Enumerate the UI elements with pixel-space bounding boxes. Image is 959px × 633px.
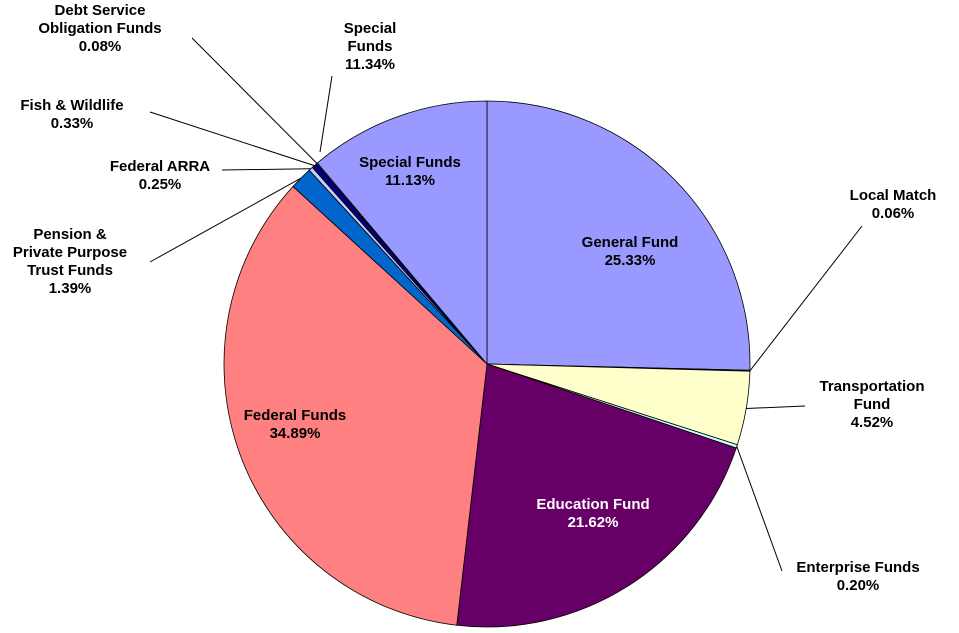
pie-slice (456, 363, 737, 628)
label-value: 0.06% (872, 205, 915, 222)
label-name: Local Match (850, 187, 937, 204)
slice-label: Federal ARRA 0.25% (110, 158, 210, 193)
label-name: Federal Funds (244, 407, 347, 424)
label-name: Debt Service Obligation Funds (38, 2, 161, 37)
leader-line (149, 111, 315, 167)
label-line: Fund (854, 396, 891, 413)
label-name: Education Fund (536, 496, 649, 513)
label-name: Special Funds 11.34% (344, 20, 397, 73)
label-line: Education Fund (536, 496, 649, 513)
label-name: Pension & Private Purpose Trust Funds (13, 226, 127, 279)
label-value: 11.13% (385, 172, 435, 189)
label-line: Enterprise Funds (796, 559, 919, 576)
slice-label: Federal Funds 34.89% (244, 407, 347, 442)
label-value: 0.08% (79, 38, 122, 55)
label-line: Local Match (850, 187, 937, 204)
slice-label: Enterprise Funds 0.20% (796, 559, 919, 594)
slice-label: Transportation Fund 4.52% (819, 378, 924, 431)
label-line: Funds (348, 38, 393, 55)
leader-line (746, 405, 806, 409)
pie-slice (486, 100, 751, 371)
label-value: 34.89% (270, 425, 321, 442)
leader-line (149, 177, 302, 263)
label-line: General Fund (582, 234, 679, 251)
label-name: Fish & Wildlife (20, 97, 123, 114)
pie-slice (223, 185, 488, 626)
leader-line (319, 75, 333, 153)
slice-label: Pension & Private Purpose Trust Funds 1.39% (13, 226, 127, 297)
slice-label: Local Match 0.06% (850, 187, 937, 222)
label-line: Federal ARRA (110, 158, 210, 175)
label-name: Enterprise Funds (796, 559, 919, 576)
label-line: Debt Service (55, 2, 146, 19)
leader-line (749, 225, 863, 372)
slice-label: General Fund 25.33% (582, 234, 679, 269)
label-line: Special (344, 20, 397, 37)
label-line: Fish & Wildlife (20, 97, 123, 114)
label-line: Pension & (33, 226, 107, 243)
leader-line (221, 168, 311, 171)
slice-label: Debt Service Obligation Funds 0.08% (38, 2, 161, 55)
slice-label: Special Funds 11.13% (359, 154, 461, 189)
label-value: 4.52% (851, 414, 894, 431)
label-value: 0.33% (51, 115, 94, 132)
leader-line (736, 446, 783, 572)
label-line: 11.34% (345, 56, 395, 73)
label-line: Private Purpose (13, 244, 127, 261)
label-value: 0.20% (837, 577, 880, 594)
slice-label: Fish & Wildlife 0.33% (20, 97, 123, 132)
label-line: Transportation (819, 378, 924, 395)
label-value: 21.62% (568, 514, 619, 531)
label-value: 1.39% (49, 280, 92, 297)
label-line: Trust Funds (27, 262, 113, 279)
label-name: General Fund (582, 234, 679, 251)
slice-label: Special Funds 11.34% (344, 20, 397, 73)
label-name: Special Funds (359, 154, 461, 171)
label-name: Transportation Fund (819, 378, 924, 413)
label-line: Federal Funds (244, 407, 347, 424)
leader-line (191, 37, 318, 164)
label-value: 0.25% (139, 176, 182, 193)
label-name: Federal ARRA (110, 158, 210, 175)
label-line: Special Funds (359, 154, 461, 171)
pie-slice (316, 100, 488, 366)
slice-label: Education Fund 21.62% (536, 496, 649, 531)
label-line: Obligation Funds (38, 20, 161, 37)
label-value: 25.33% (605, 252, 656, 269)
